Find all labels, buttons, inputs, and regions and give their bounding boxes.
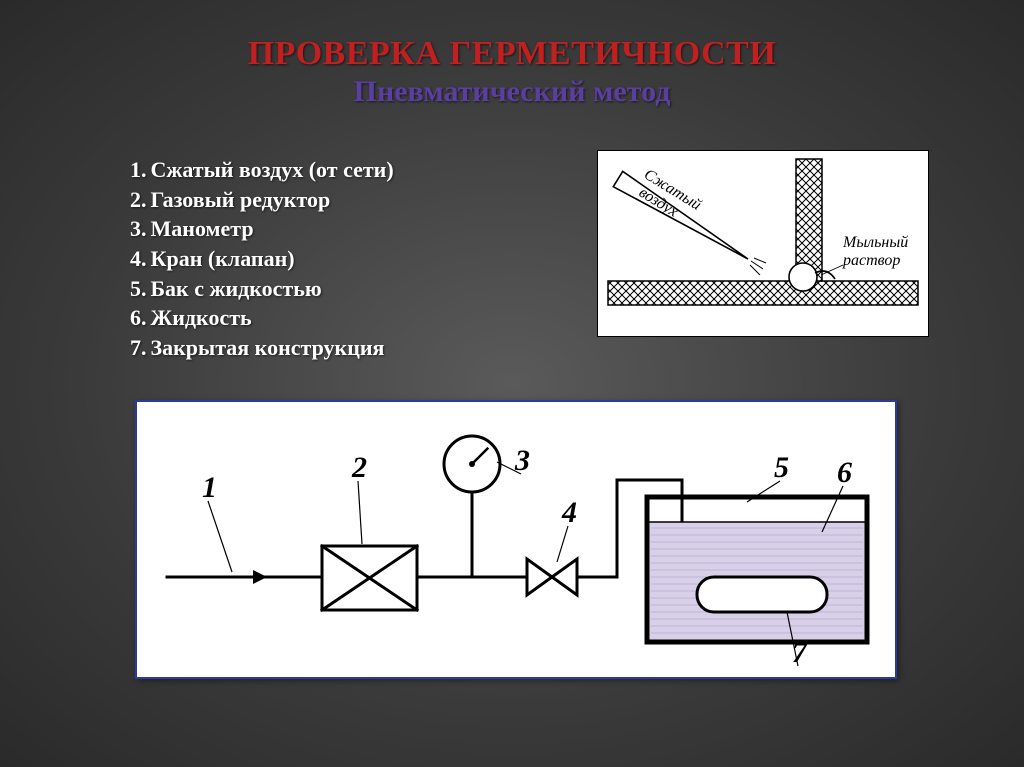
diagram-soap-bubble: СжатыйвоздухМыльныйраствор (597, 150, 929, 337)
svg-text:5: 5 (774, 451, 789, 484)
svg-text:1: 1 (202, 471, 217, 504)
diagram-pneumatic-scheme: 1 2 34 5 6 7 (135, 400, 897, 679)
svg-text:Мыльный: Мыльный (842, 234, 908, 251)
list-item: 3.Манометр (130, 214, 394, 244)
list-item: 5.Бак с жидкостью (130, 274, 394, 304)
list-item: 2.Газовый редуктор (130, 185, 394, 215)
svg-text:6: 6 (837, 456, 852, 489)
list-item: 7.Закрытая конструкция (130, 333, 394, 363)
list-item: 6.Жидкость (130, 303, 394, 333)
svg-text:раствор: раствор (842, 252, 900, 269)
title-line-2: Пневматический метод (0, 75, 1024, 109)
list-item: 4.Кран (клапан) (130, 244, 394, 274)
svg-text:4: 4 (561, 496, 577, 529)
svg-text:2: 2 (351, 451, 367, 484)
svg-text:7: 7 (792, 636, 808, 669)
list-item: 1.Сжатый воздух (от сети) (130, 155, 394, 185)
legend-list: 1.Сжатый воздух (от сети) 2.Газовый реду… (130, 155, 394, 363)
svg-text:3: 3 (514, 444, 530, 477)
title-line-1: ПРОВЕРКА ГЕРМЕТИЧНОСТИ (0, 35, 1024, 73)
title-block: ПРОВЕРКА ГЕРМЕТИЧНОСТИ Пневматический ме… (0, 35, 1024, 109)
